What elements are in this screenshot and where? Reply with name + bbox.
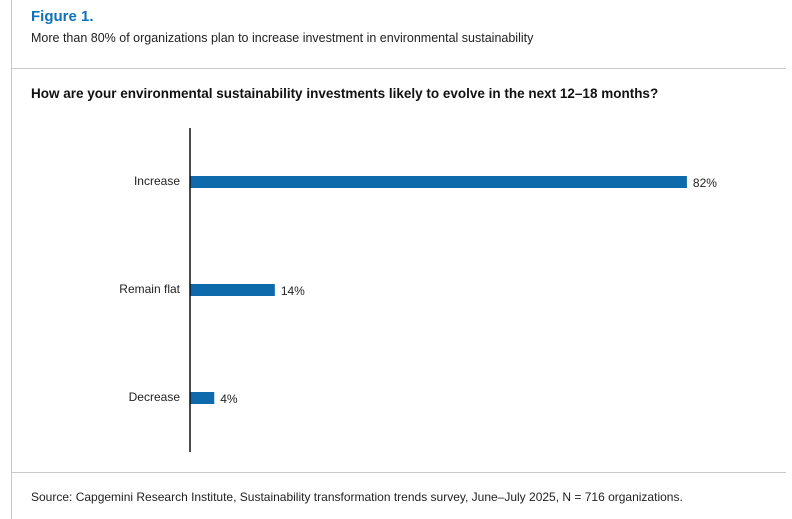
chart-question: How are your environmental sustainabilit… [31,86,659,101]
bar-decrease [190,392,215,404]
bar-remain-flat [190,284,275,296]
figure-label: Figure 1. [31,8,94,25]
top-divider [11,68,786,69]
category-label: Decrease [129,390,181,404]
bar-increase [190,176,687,188]
bar-chart-layer: Increase 82% Remain flat 14% Decrease 4% [119,128,717,452]
figure-subtitle: More than 80% of organizations plan to i… [31,31,534,45]
value-label: 82% [693,176,717,190]
source-note: Source: Capgemini Research Institute, Su… [31,490,683,504]
value-label: 4% [220,392,238,406]
bottom-divider [11,472,786,473]
category-label: Increase [134,174,180,188]
category-label: Remain flat [119,282,180,296]
frame-left-border [11,0,12,519]
value-label: 14% [281,284,305,298]
